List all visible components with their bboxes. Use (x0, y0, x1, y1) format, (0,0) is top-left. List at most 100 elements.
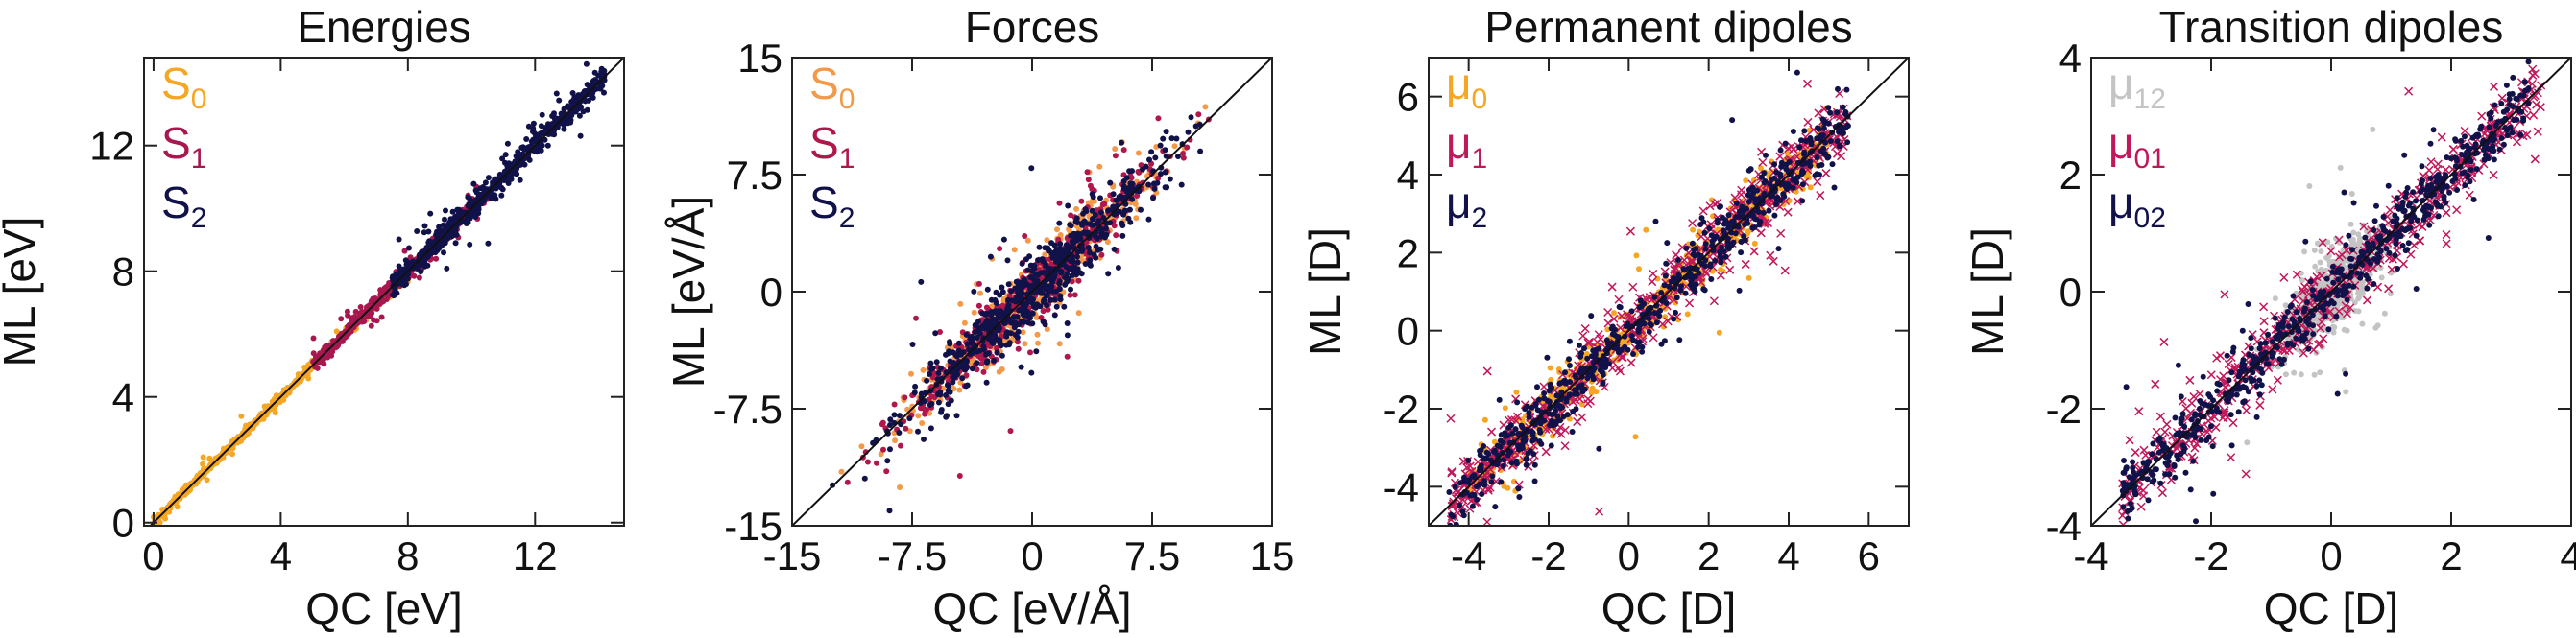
data-point (515, 149, 521, 155)
data-point (1051, 312, 1058, 319)
legend-subscript: 1 (839, 143, 855, 175)
data-point (301, 365, 308, 370)
data-point (1135, 150, 1142, 156)
data-point (1021, 319, 1027, 325)
data-point (485, 240, 492, 247)
data-point (1675, 317, 1681, 323)
data-point (1054, 252, 1061, 259)
data-point (1042, 285, 1048, 292)
data-point (896, 413, 903, 419)
data-point (1024, 237, 1031, 244)
data-point (1008, 288, 1015, 295)
legend-entry: S1 (809, 118, 855, 175)
data-point (912, 383, 919, 390)
data-point (442, 216, 447, 223)
data-point (1690, 226, 1697, 233)
data-point (1028, 369, 1035, 376)
data-point (1807, 184, 1814, 191)
data-point (1097, 195, 1103, 201)
data-point (1020, 329, 1026, 336)
data-point (1004, 257, 1011, 264)
y-tick-label: 8 (112, 249, 134, 295)
data-point (1028, 165, 1035, 172)
data-point (1056, 280, 1063, 287)
data-point (1506, 414, 1516, 425)
data-point (945, 350, 951, 357)
data-point (1025, 298, 1031, 305)
data-point (1756, 228, 1766, 238)
data-point (378, 314, 385, 320)
data-point (935, 399, 942, 406)
data-point (974, 360, 980, 366)
data-point (1110, 191, 1117, 198)
data-point (1068, 258, 1074, 265)
data-point (1105, 271, 1112, 277)
data-point (1145, 181, 1152, 188)
data-point (1064, 271, 1071, 277)
data-point (1162, 147, 1168, 154)
data-point (1588, 390, 1595, 396)
data-point (1014, 314, 1021, 320)
data-point (1151, 180, 1158, 187)
chart-title: Energies (297, 2, 471, 52)
data-point (300, 373, 306, 380)
data-point (989, 317, 996, 323)
data-point (1185, 129, 1192, 135)
data-point (915, 428, 921, 435)
data-point (1023, 256, 1029, 263)
data-point (892, 437, 899, 444)
data-point (562, 110, 568, 117)
data-point (975, 325, 982, 332)
data-point (924, 377, 930, 384)
data-point (956, 350, 963, 357)
x-tick-label: 8 (397, 533, 419, 579)
data-point (533, 146, 540, 153)
data-point (1029, 310, 1036, 317)
data-point (887, 446, 893, 453)
data-point (1510, 478, 1517, 484)
data-point (983, 310, 990, 317)
data-point (1450, 478, 1459, 487)
data-point (237, 438, 244, 445)
data-point (1151, 185, 1158, 192)
data-point (1120, 147, 1127, 154)
data-point (981, 322, 988, 329)
y-tick-label: -15 (724, 504, 782, 549)
data-point (1030, 276, 1037, 283)
data-point (1133, 215, 1140, 222)
data-point (1012, 322, 1019, 329)
data-point (1202, 104, 1209, 110)
data-point (980, 368, 987, 375)
data-point (1117, 196, 1123, 202)
data-point (1027, 262, 1034, 269)
data-point (999, 352, 1005, 359)
data-point (1145, 216, 1152, 223)
data-point (1057, 232, 1064, 238)
data-point (1625, 226, 1635, 236)
data-point (445, 221, 451, 227)
data-point (1663, 317, 1673, 326)
data-point (599, 83, 606, 89)
data-point (396, 236, 402, 243)
data-point (1037, 303, 1044, 310)
data-point (977, 290, 983, 296)
data-point (1188, 114, 1194, 121)
data-point (1614, 295, 1624, 304)
x-tick-label: -15 (763, 533, 822, 579)
data-point (1049, 274, 1056, 281)
data-point (969, 366, 975, 372)
data-point (997, 246, 1003, 252)
data-point (1040, 308, 1047, 315)
data-point (884, 458, 891, 464)
data-point (338, 316, 345, 322)
data-point (488, 191, 494, 198)
data-point (929, 365, 936, 371)
data-point (957, 379, 964, 386)
data-point (1112, 153, 1119, 159)
data-point (249, 424, 255, 431)
data-point (989, 340, 996, 346)
legend-subscript: 2 (191, 202, 207, 234)
data-point (528, 138, 535, 145)
data-point (421, 229, 427, 236)
data-point (1758, 165, 1764, 172)
